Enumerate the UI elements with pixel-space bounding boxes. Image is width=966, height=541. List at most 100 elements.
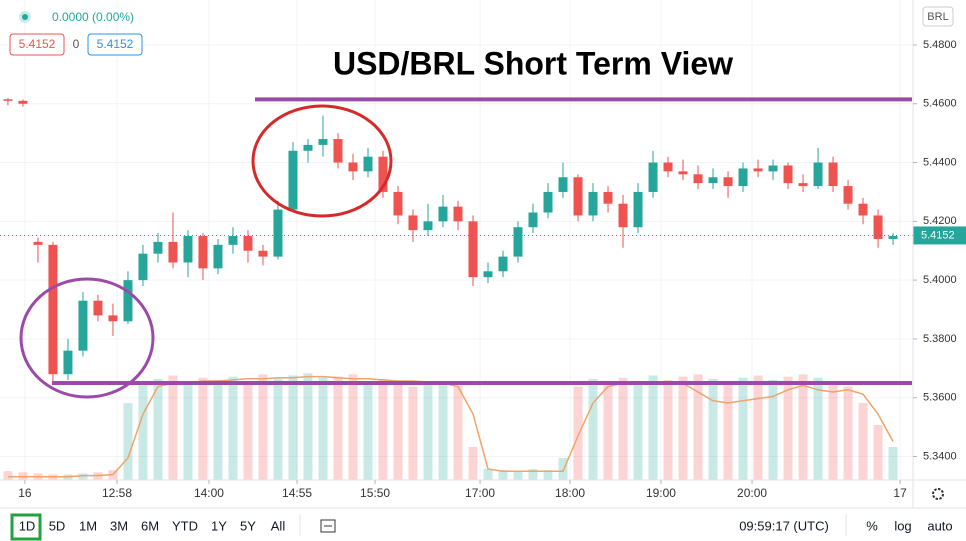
candle-body	[618, 203, 628, 228]
last-price-label: 5.4152	[921, 229, 955, 241]
candle-body	[888, 236, 898, 239]
status-dot	[22, 14, 28, 20]
bid-box[interactable]	[9, 33, 65, 56]
grid	[0, 0, 913, 480]
candle-body	[453, 206, 463, 222]
volume-bar	[168, 375, 178, 480]
candle-body	[303, 144, 313, 151]
candle-body	[768, 165, 778, 172]
candle-body	[693, 174, 703, 184]
volume-bar	[273, 378, 283, 480]
volume-bar	[258, 374, 268, 480]
volume-bar	[513, 471, 523, 480]
volume-bar	[798, 374, 808, 480]
x-tick-label: 19:00	[646, 486, 676, 500]
volume-bar	[423, 382, 433, 480]
volume-bar	[573, 386, 583, 480]
volume-bar	[738, 377, 748, 480]
candle-body	[48, 244, 58, 375]
candle-body	[603, 191, 613, 204]
volume-bar	[723, 381, 733, 480]
candle-body	[858, 203, 868, 216]
volume-bar	[873, 425, 883, 480]
candle-body	[753, 168, 763, 172]
volume-bar	[543, 470, 553, 480]
scale-option[interactable]: log	[894, 518, 911, 533]
candle-body	[288, 150, 298, 210]
x-tick-label: 12:58	[102, 486, 132, 500]
volume-bar	[138, 383, 148, 480]
range-button[interactable]: 1Y	[211, 518, 227, 533]
volume-bar	[363, 381, 373, 480]
toolbar: 1D 5D 1M 3M 6M YTD 1Y 5Y All% log auto	[10, 513, 953, 541]
range-button[interactable]: 3M	[110, 518, 128, 533]
y-tick-label: 5.3400	[923, 450, 957, 462]
y-tick-label: 5.4000	[923, 274, 957, 286]
candle-body	[168, 241, 178, 263]
candle-body	[783, 165, 793, 184]
candle-body	[78, 300, 88, 351]
x-tick-label: 16	[18, 486, 32, 500]
volume-bar	[453, 385, 463, 480]
candle-body	[363, 156, 373, 172]
range-button[interactable]: YTD	[172, 518, 198, 533]
range-button[interactable]: 1M	[79, 518, 97, 533]
volume-bar	[348, 374, 358, 480]
currency-box[interactable]	[922, 6, 954, 27]
range-button[interactable]: 6M	[141, 518, 159, 533]
volume-bar	[438, 381, 448, 480]
candle-body	[393, 191, 403, 216]
last-price-tag	[913, 226, 966, 245]
ask-box[interactable]	[87, 33, 143, 56]
range-button[interactable]: 5D	[49, 518, 66, 533]
y-tick-label: 5.3800	[923, 333, 957, 345]
volume-bar	[813, 377, 823, 480]
x-tick-label: 18:00	[555, 486, 585, 500]
candle-body	[93, 300, 103, 316]
volume-bar	[633, 383, 643, 480]
volume-bar	[228, 376, 238, 480]
candle-body	[258, 250, 268, 257]
range-button[interactable]: 1D	[19, 518, 36, 533]
volume-bar	[888, 447, 898, 480]
candle-body	[828, 162, 838, 187]
x-tick-label: 15:50	[360, 486, 390, 500]
ask: 5.4152	[97, 37, 134, 51]
candle-body	[528, 212, 538, 228]
highlight-ellipse	[251, 104, 393, 218]
change: 0.0000 (0.00%)	[52, 10, 134, 24]
range-button[interactable]: 5Y	[240, 518, 256, 533]
volume-bar	[663, 379, 673, 480]
volume-bar	[318, 377, 328, 480]
volume-bar	[693, 374, 703, 480]
candle-body	[633, 191, 643, 228]
candle-body	[183, 236, 193, 263]
y-tick-label: 5.4800	[923, 39, 957, 51]
volume-bar	[288, 375, 298, 480]
scale-option[interactable]: auto	[927, 518, 952, 533]
candle-body	[3, 99, 13, 101]
x-tick-label: 17	[893, 486, 907, 500]
volume-bar	[213, 379, 223, 480]
candle-body	[543, 191, 553, 213]
volume-bar	[333, 376, 343, 480]
clock: 09:59:17 (UTC)	[739, 518, 829, 533]
candle-body	[213, 244, 223, 269]
scale-option[interactable]: %	[866, 518, 878, 533]
volume-bar	[3, 471, 13, 480]
candle-body	[273, 209, 283, 257]
bid: 5.4152	[19, 37, 56, 51]
volume-bar	[588, 378, 598, 480]
candle-body	[318, 139, 328, 145]
y-tick-label: 5.3600	[923, 392, 957, 404]
volume-bar	[78, 473, 88, 480]
x-tick-label: 14:00	[194, 486, 224, 500]
settings-icon[interactable]	[932, 488, 944, 500]
range-button[interactable]: All	[271, 518, 286, 533]
compare-icon[interactable]	[320, 519, 336, 533]
candle-body	[228, 236, 238, 245]
highlight-ellipse	[19, 277, 155, 399]
candle-body	[123, 280, 133, 322]
candle-body	[483, 271, 493, 278]
